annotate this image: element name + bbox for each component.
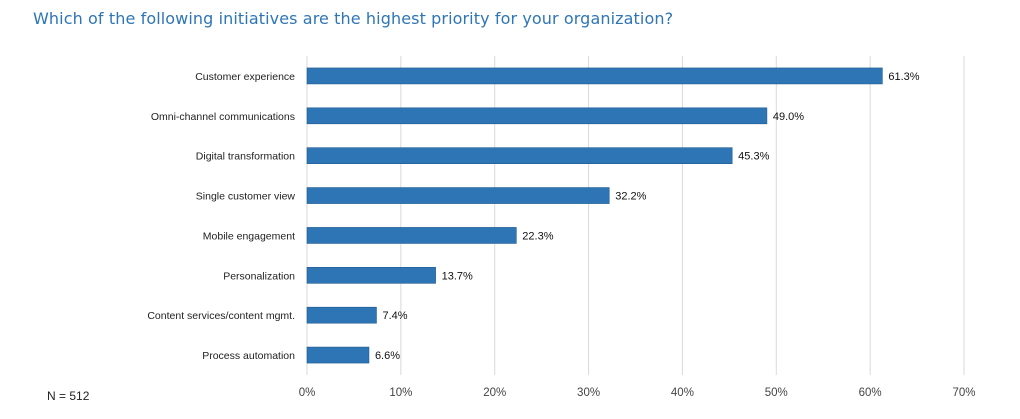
x-tick-label: 60% — [859, 387, 882, 399]
category-label: Customer experience — [195, 71, 295, 83]
x-tick-label: 50% — [765, 387, 788, 399]
value-label: 45.3% — [738, 151, 769, 163]
bar — [306, 187, 610, 204]
x-tick-label: 20% — [483, 387, 506, 399]
bar — [306, 147, 733, 164]
category-label: Digital transformation — [196, 151, 295, 163]
x-tick-label: 70% — [952, 387, 975, 399]
value-label: 61.3% — [888, 71, 919, 83]
value-label: 6.6% — [375, 350, 400, 362]
bars — [306, 67, 883, 364]
sample-size-note: N = 512 — [47, 389, 90, 403]
category-labels: Customer experience Omni-channel communic… — [147, 71, 295, 362]
category-label: Personalization — [223, 270, 295, 282]
bar — [306, 267, 436, 284]
x-axis-ticks: 0% 10% 20% 30% 40% 50% 60% 70% — [299, 387, 976, 399]
category-label: Content services/content mgmt. — [147, 310, 295, 322]
bar — [306, 227, 517, 244]
bar — [306, 67, 883, 85]
x-tick-label: 0% — [299, 387, 316, 399]
value-labels: 61.3% 49.0% 45.3% 32.2% 22.3% 13.7% 7.4% 6.6% — [375, 71, 920, 362]
chart-title: Which of the following initiatives are t… — [33, 9, 674, 28]
bar — [306, 306, 377, 324]
x-tick-label: 40% — [671, 387, 694, 399]
value-label: 49.0% — [773, 111, 804, 123]
value-label: 7.4% — [382, 310, 407, 322]
x-tick-label: 10% — [389, 387, 412, 399]
category-label: Process automation — [202, 350, 295, 362]
category-label: Mobile engagement — [203, 230, 295, 242]
category-label: Omni-channel communications — [151, 111, 295, 123]
value-label: 32.2% — [615, 191, 646, 203]
value-label: 13.7% — [442, 270, 473, 282]
category-label: Single customer view — [196, 191, 296, 203]
gridlines — [306, 56, 965, 375]
bar — [306, 107, 768, 125]
bar — [306, 346, 370, 364]
x-tick-label: 30% — [577, 387, 600, 399]
value-label: 22.3% — [522, 230, 553, 242]
